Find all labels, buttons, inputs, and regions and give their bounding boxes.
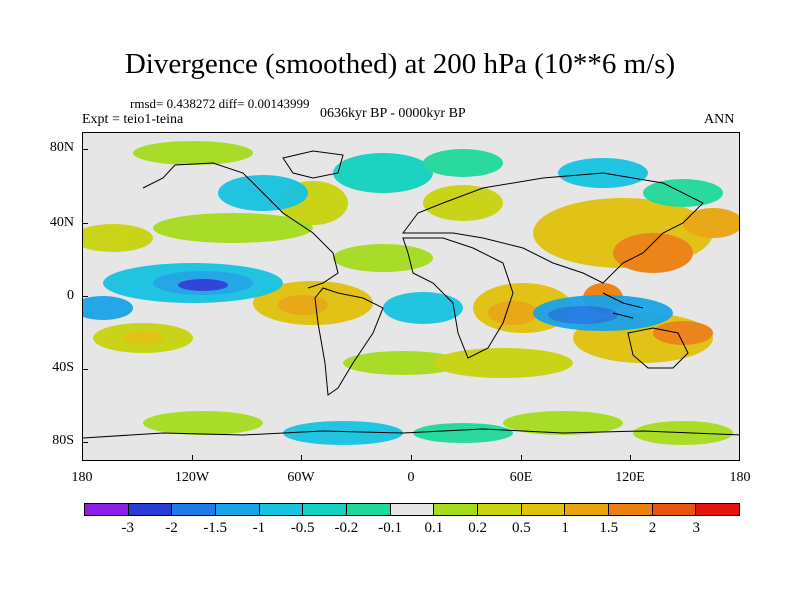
y-tick: [82, 369, 88, 370]
colorbar-segment: [128, 504, 173, 515]
map-field: [83, 141, 739, 445]
colorbar-label: 1.5: [599, 520, 619, 536]
x-label-180w: 180: [71, 470, 93, 485]
colorbar-segment: [347, 504, 391, 515]
colorbar-segment: [259, 504, 304, 515]
colorbar-segment: [696, 504, 740, 515]
colorbar-label: -1: [252, 520, 266, 536]
y-tick: [82, 223, 88, 224]
colorbar-label: 0.1: [424, 520, 444, 536]
positive-anomalies: [83, 141, 739, 445]
colorbar: [84, 503, 740, 516]
x-tick: [630, 455, 631, 461]
stats-text: rmsd= 0.438272 diff= 0.00143999: [130, 96, 310, 111]
colorbar-label: 0.5: [511, 520, 531, 536]
colorbar-label: 1: [561, 520, 569, 536]
x-tick: [411, 455, 412, 461]
colorbar-segment: [478, 504, 522, 515]
colorbar-segment: [390, 504, 435, 515]
y-label-80n: 80N: [49, 140, 74, 155]
colorbar-label: 2: [648, 520, 657, 536]
colorbar-segment: [565, 504, 610, 515]
season-label: ANN: [704, 112, 735, 127]
negative-anomalies: [83, 149, 723, 445]
colorbar-segment: [216, 504, 260, 515]
colorbar-label: -0.1: [378, 520, 402, 536]
x-tick: [301, 455, 302, 461]
colorbar-label: -3: [121, 520, 134, 536]
colorbar-label: 0.2: [468, 520, 487, 536]
coastlines: [83, 150, 739, 439]
y-tick: [82, 442, 88, 443]
colorbar-label: -2: [165, 520, 178, 536]
divergence-map: [82, 132, 740, 461]
y-label-80s: 80S: [52, 433, 74, 448]
experiment-label: Expt = teio1-teina: [82, 112, 184, 127]
y-tick: [82, 296, 88, 297]
y-label-0: 0: [67, 288, 74, 303]
y-tick: [82, 149, 88, 150]
x-label-60e: 60E: [509, 470, 533, 485]
x-tick: [192, 455, 193, 461]
colorbar-segment: [609, 504, 653, 515]
colorbar-segment: [521, 504, 566, 515]
plot-title: Divergence (smoothed) at 200 hPa (10**6 …: [124, 48, 676, 80]
colorbar-label: -0.5: [290, 520, 315, 536]
colorbar-label: -0.2: [334, 520, 359, 536]
x-label-60w: 60W: [287, 470, 315, 485]
y-label-40s: 40S: [52, 360, 74, 375]
colorbar-label: 3: [692, 520, 701, 536]
x-label-120e: 120E: [615, 470, 645, 485]
x-label-0: 0: [407, 470, 415, 485]
colorbar-segment: [434, 504, 479, 515]
colorbar-segment: [85, 504, 129, 515]
period-label: 0636kyr BP - 0000kyr BP: [320, 106, 466, 121]
y-label-40n: 40N: [49, 215, 74, 230]
x-tick: [521, 455, 522, 461]
x-label-180e: 180: [729, 470, 751, 485]
colorbar-label: -1.5: [203, 520, 228, 536]
colorbar-segment: [303, 504, 348, 515]
x-label-120w: 120W: [174, 470, 210, 485]
colorbar-segment: [172, 504, 217, 515]
colorbar-segment: [652, 504, 697, 515]
